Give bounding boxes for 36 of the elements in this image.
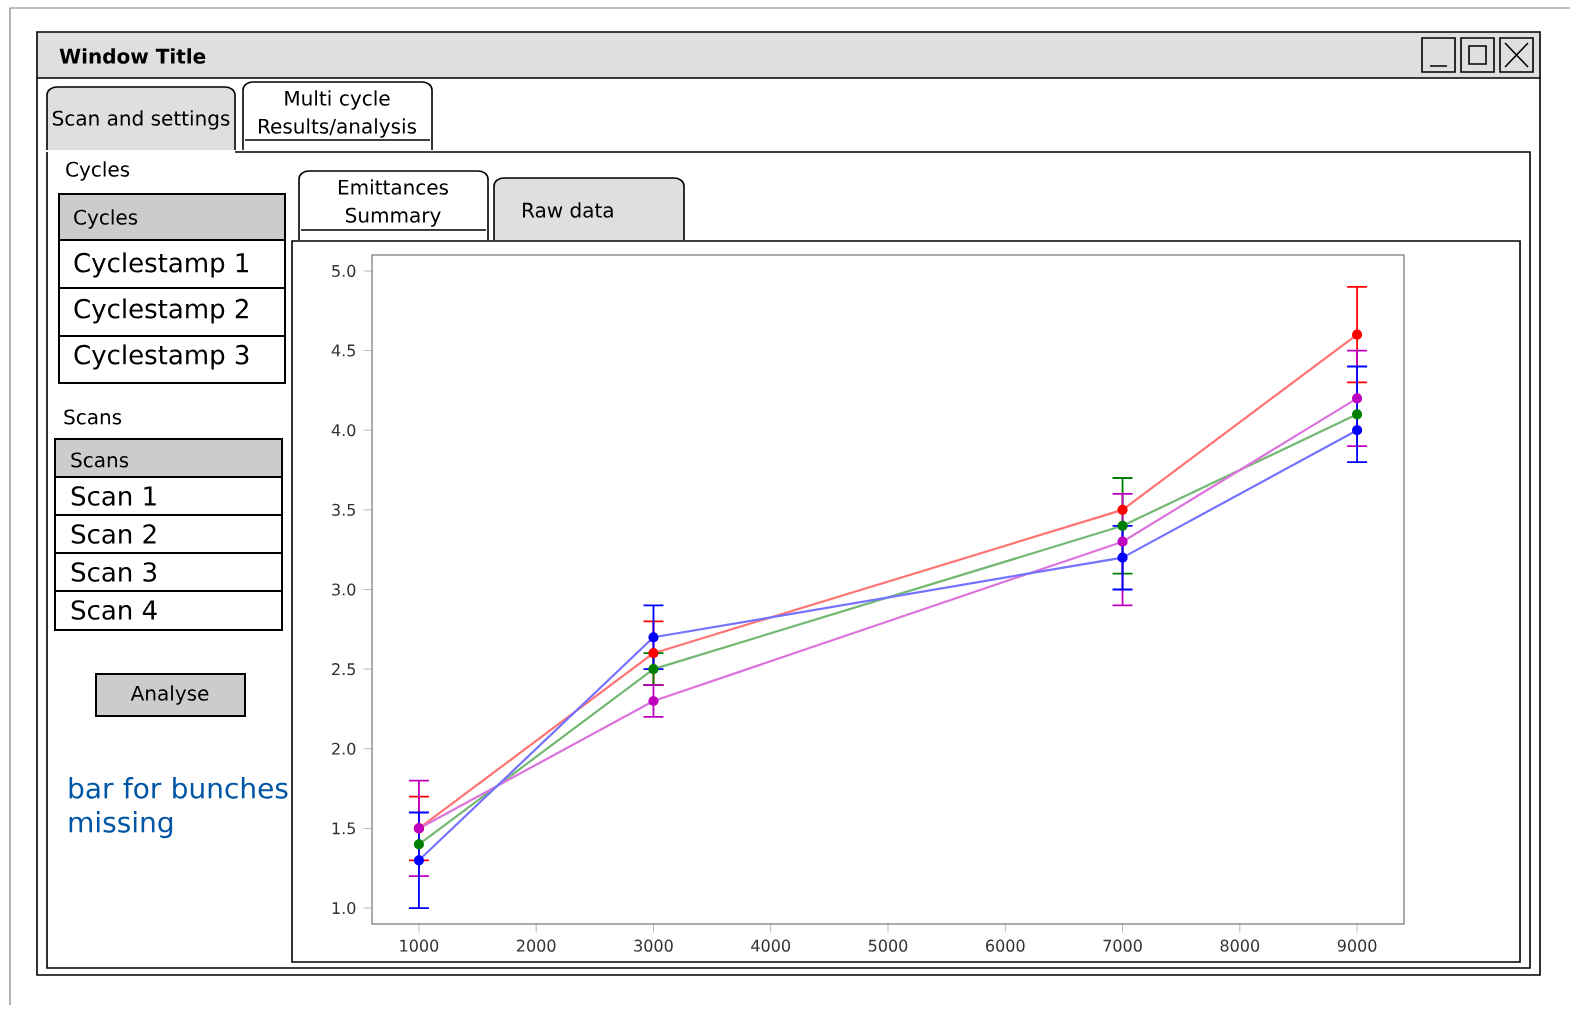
text: Scan and settings: [52, 110, 230, 130]
x-tick-label: 2000: [516, 939, 556, 952]
text: Scans: [64, 409, 122, 425]
x-tick-label: 5000: [868, 939, 908, 952]
x-tick-label: 1000: [400, 939, 439, 952]
y-tick-label: 2.0: [332, 742, 356, 755]
y-tick-label: 1.0: [332, 902, 356, 915]
text: Scan 4: [71, 600, 157, 620]
text: Scan 3: [71, 562, 156, 582]
text: Scan 1: [71, 486, 156, 506]
text: Cyclestamp 3: [74, 344, 249, 370]
y-tick-label: 5.0: [332, 264, 356, 277]
x-tick-label: 6000: [986, 939, 1025, 952]
text: Analyse: [130, 685, 209, 705]
y-tick-label: 4.0: [331, 424, 356, 437]
text: Scans: [71, 452, 129, 468]
text: Emittances Summary: [338, 179, 449, 227]
x-tick-label: 3000: [634, 939, 673, 952]
text: Window Title: [59, 48, 206, 64]
x-tick-label: 4000: [751, 939, 791, 952]
y-tick-label: 3.0: [332, 583, 356, 596]
text: Cycles: [66, 161, 130, 181]
text: bar for bunches missing: [69, 777, 288, 839]
x-tick-label: 7000: [1103, 939, 1142, 952]
y-tick-label: 3.5: [332, 503, 356, 516]
y-tick-label: 1.5: [332, 822, 356, 835]
y-tick-label: 2.5: [332, 663, 356, 676]
y-tick-label: 4.5: [331, 344, 356, 357]
text: Cyclestamp 2: [74, 298, 248, 324]
x-tick-label: 9000: [1337, 939, 1377, 952]
text: Cycles: [74, 209, 138, 229]
text: Scan 2: [71, 524, 156, 544]
text: Multi cycle Results/analysis: [259, 90, 417, 138]
x-tick-label: 8000: [1220, 939, 1260, 952]
text: Raw data: [523, 202, 613, 218]
text: Cyclestamp 1: [74, 252, 249, 278]
